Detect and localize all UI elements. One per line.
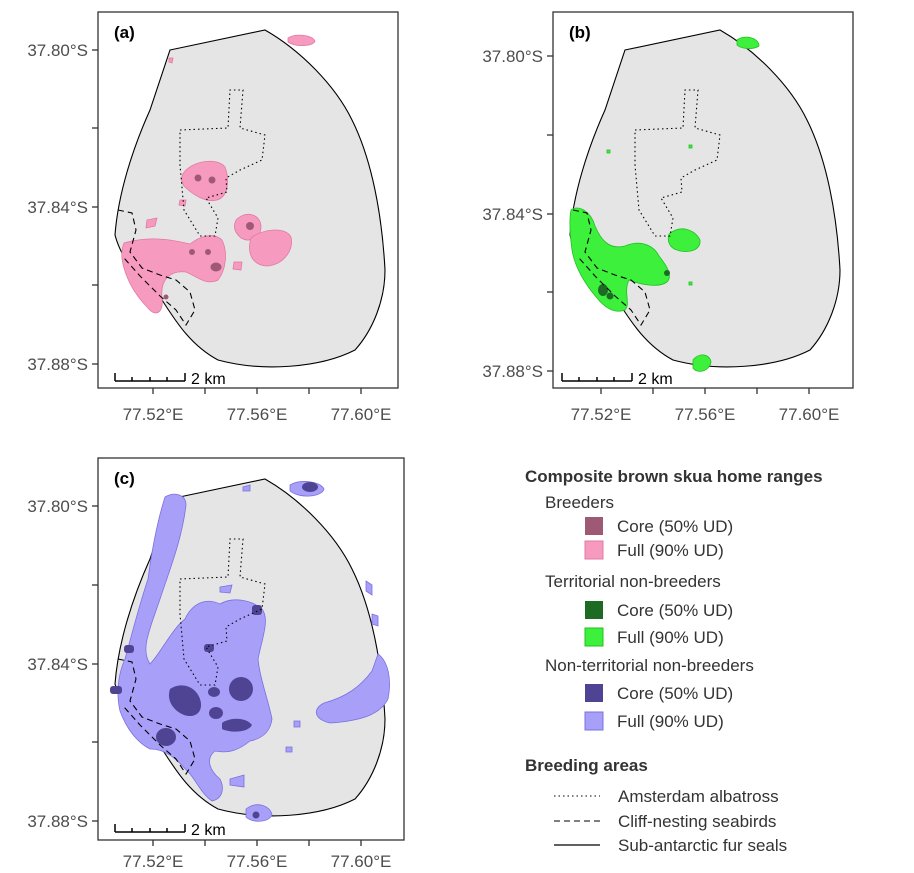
legend-group-name: Breeders (545, 493, 614, 512)
legend-swatch-core (585, 517, 603, 535)
scale-bar-label-b: 2 km (638, 371, 673, 388)
panel-b-label: (b) (569, 23, 591, 42)
legend-swatch-core (585, 601, 603, 619)
y-tick-label: 37.80°S (27, 41, 88, 60)
legend-breeding-title: Breeding areas (525, 756, 648, 775)
legend: Composite brown skua home ranges Breeder… (525, 467, 823, 855)
core-ud-breeders (163, 174, 254, 300)
legend-breeding-label: Cliff-nesting seabirds (618, 812, 776, 831)
y-tick-label: 37.80°S (27, 497, 88, 516)
full-ud-territorial (569, 36, 760, 372)
legend-core-label: Core (50% UD) (617, 517, 733, 536)
scale-bar-b (561, 373, 633, 382)
panel-c: (c) 2 km 37.80°S 37.84°S 37.88°S 77.52 (27, 457, 405, 871)
legend-core-label: Core (50% UD) (617, 684, 733, 703)
legend-full-label: Full (90% UD) (617, 712, 724, 731)
legend-breeding-label: Amsterdam albatross (618, 787, 779, 806)
legend-group-name: Territorial non-breeders (545, 572, 721, 591)
y-tick-label: 37.88°S (27, 812, 88, 831)
legend-full-label: Full (90% UD) (617, 628, 724, 647)
legend-breeding-label: Sub-antarctic fur seals (618, 836, 787, 855)
panel-b: (b) 2 km 37.80°S 37.84°S 37.88°S 77.52 (482, 11, 854, 424)
panel-c-label: (c) (114, 469, 135, 488)
legend-swatch-full (584, 711, 604, 731)
scale-bar-c (114, 824, 186, 833)
x-tick-label: 77.56°E (227, 852, 288, 871)
x-tick-label: 77.52°E (123, 852, 184, 871)
breeding-areas-a (117, 89, 266, 327)
core-ud-nonterritorial (110, 482, 318, 819)
y-tick-label: 37.88°S (482, 362, 543, 381)
y-tick-label: 37.88°S (27, 355, 88, 374)
legend-title: Composite brown skua home ranges (525, 467, 823, 486)
x-tick-label: 77.52°E (123, 405, 184, 424)
legend-swatch-full (584, 540, 604, 560)
x-tick-label: 77.56°E (675, 405, 736, 424)
legend-group-name: Non-territorial non-breeders (545, 656, 754, 675)
scale-bar-label-c: 2 km (191, 822, 226, 839)
y-tick-label: 37.84°S (482, 205, 543, 224)
y-tick-label: 37.80°S (482, 47, 543, 66)
y-tick-label: 37.84°S (27, 655, 88, 674)
panel-a-label: (a) (114, 23, 135, 42)
scale-bar-label-a: 2 km (191, 371, 226, 388)
legend-core-label: Core (50% UD) (617, 601, 733, 620)
x-axis-b (600, 388, 810, 394)
x-tick-label: 77.56°E (227, 405, 288, 424)
legend-swatch-core (585, 684, 603, 702)
y-tick-label: 37.84°S (27, 198, 88, 217)
y-axis-c (92, 505, 98, 822)
y-axis-a (92, 49, 98, 365)
x-tick-label: 77.60°E (331, 852, 392, 871)
breeding-areas-c (117, 538, 266, 776)
x-tick-label: 77.60°E (779, 405, 840, 424)
x-axis-a (152, 388, 362, 394)
y-axis-b (547, 55, 553, 372)
core-ud-territorial (598, 270, 670, 300)
legend-swatch-full (584, 627, 604, 647)
x-axis-c (152, 840, 362, 846)
breeding-areas-b (572, 89, 721, 327)
panel-a: (a) 2 km 37.80°S 37.84°S 37.88°S 77.52 (27, 11, 399, 424)
scale-bar-a (114, 373, 186, 382)
legend-full-label: Full (90% UD) (617, 541, 724, 560)
full-ud-breeders (121, 34, 316, 314)
x-tick-label: 77.60°E (331, 405, 392, 424)
x-tick-label: 77.52°E (571, 405, 632, 424)
